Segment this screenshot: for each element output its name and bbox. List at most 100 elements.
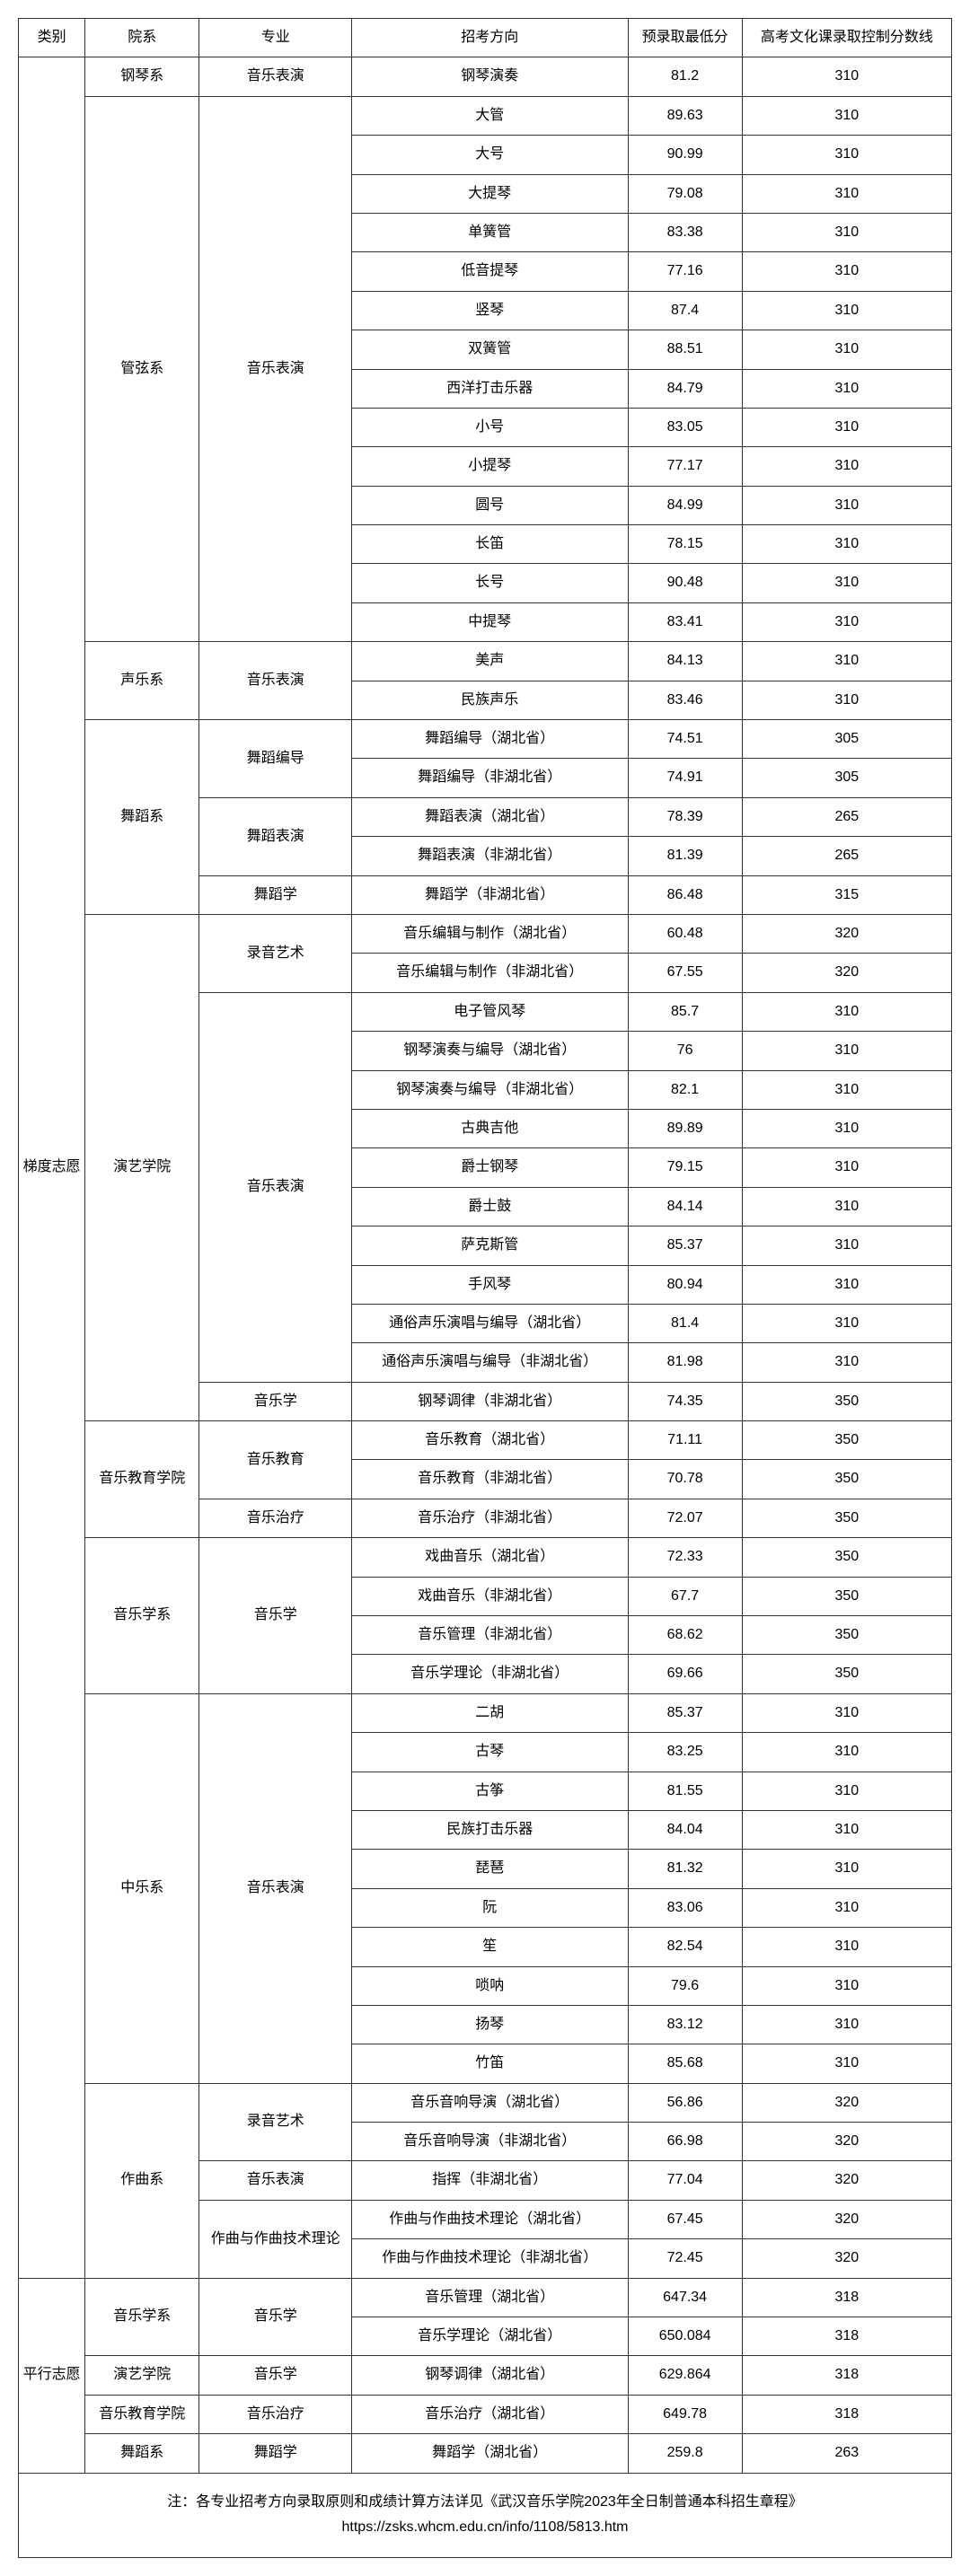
min-score-cell: 77.04 (628, 2161, 742, 2200)
direction-cell: 音乐治疗（非湖北省） (352, 1499, 628, 1537)
direction-cell: 爵士鼓 (352, 1187, 628, 1226)
min-score-cell: 84.99 (628, 486, 742, 524)
min-score-cell: 78.15 (628, 525, 742, 564)
min-score-cell: 88.51 (628, 330, 742, 369)
table-row: 舞蹈系舞蹈编导舞蹈编导（湖北省）74.51305 (19, 720, 952, 759)
major-cell: 音乐学 (199, 1538, 352, 1694)
min-score-cell: 66.98 (628, 2123, 742, 2161)
direction-cell: 民族声乐 (352, 681, 628, 719)
min-score-cell: 82.1 (628, 1070, 742, 1109)
min-score-cell: 647.34 (628, 2278, 742, 2317)
culture-line-cell: 310 (742, 642, 951, 681)
direction-cell: 古琴 (352, 1733, 628, 1772)
culture-line-cell: 310 (742, 57, 951, 96)
min-score-cell: 83.41 (628, 602, 742, 641)
table-row: 中乐系音乐表演二胡85.37310 (19, 1693, 952, 1732)
culture-line-cell: 310 (742, 1772, 951, 1810)
direction-cell: 舞蹈学（非湖北省） (352, 875, 628, 914)
department-cell: 钢琴系 (85, 57, 199, 96)
min-score-cell: 90.48 (628, 564, 742, 602)
direction-cell: 音乐教育（湖北省） (352, 1421, 628, 1460)
culture-line-cell: 310 (742, 525, 951, 564)
culture-line-cell: 310 (742, 1693, 951, 1732)
min-score-cell: 74.51 (628, 720, 742, 759)
min-score-cell: 77.16 (628, 252, 742, 291)
min-score-cell: 74.35 (628, 1382, 742, 1420)
major-cell: 录音艺术 (199, 2083, 352, 2161)
direction-cell: 中提琴 (352, 602, 628, 641)
culture-line-cell: 315 (742, 875, 951, 914)
major-cell: 音乐表演 (199, 642, 352, 720)
min-score-cell: 78.39 (628, 797, 742, 836)
direction-cell: 通俗声乐演唱与编导（湖北省） (352, 1304, 628, 1342)
min-score-cell: 72.33 (628, 1538, 742, 1577)
culture-line-cell: 310 (742, 330, 951, 369)
direction-cell: 爵士钢琴 (352, 1148, 628, 1187)
direction-cell: 大管 (352, 96, 628, 135)
culture-line-cell: 310 (742, 1187, 951, 1226)
min-score-cell: 84.79 (628, 369, 742, 408)
min-score-cell: 89.89 (628, 1109, 742, 1147)
min-score-cell: 90.99 (628, 136, 742, 174)
direction-cell: 音乐教育（非湖北省） (352, 1460, 628, 1499)
culture-line-cell: 310 (742, 2005, 951, 2044)
direction-cell: 小号 (352, 408, 628, 446)
min-score-cell: 79.6 (628, 1966, 742, 2005)
culture-line-cell: 265 (742, 837, 951, 875)
direction-cell: 戏曲音乐（湖北省） (352, 1538, 628, 1577)
direction-cell: 萨克斯管 (352, 1226, 628, 1265)
min-score-cell: 56.86 (628, 2083, 742, 2122)
culture-line-cell: 310 (742, 408, 951, 446)
direction-cell: 音乐编辑与制作（非湖北省） (352, 954, 628, 992)
header-department: 院系 (85, 19, 199, 57)
min-score-cell: 80.94 (628, 1265, 742, 1304)
department-cell: 作曲系 (85, 2083, 199, 2278)
category-cell: 梯度志愿 (19, 57, 85, 2278)
culture-line-cell: 310 (742, 1810, 951, 1849)
min-score-cell: 71.11 (628, 1421, 742, 1460)
direction-cell: 笙 (352, 1928, 628, 1966)
min-score-cell: 85.68 (628, 2044, 742, 2083)
header-major: 专业 (199, 19, 352, 57)
direction-cell: 音乐音响导演（非湖北省） (352, 2123, 628, 2161)
direction-cell: 二胡 (352, 1693, 628, 1732)
culture-line-cell: 310 (742, 1032, 951, 1070)
direction-cell: 音乐编辑与制作（湖北省） (352, 914, 628, 953)
min-score-cell: 81.39 (628, 837, 742, 875)
major-cell: 音乐表演 (199, 992, 352, 1382)
major-cell: 音乐治疗 (199, 2395, 352, 2433)
min-score-cell: 69.66 (628, 1655, 742, 1693)
min-score-cell: 77.17 (628, 447, 742, 486)
min-score-cell: 79.15 (628, 1148, 742, 1187)
direction-cell: 音乐管理（湖北省） (352, 2278, 628, 2317)
min-score-cell: 649.78 (628, 2395, 742, 2433)
min-score-cell: 84.14 (628, 1187, 742, 1226)
direction-cell: 钢琴演奏与编导（非湖北省） (352, 1070, 628, 1109)
direction-cell: 单簧管 (352, 213, 628, 251)
direction-cell: 舞蹈表演（湖北省） (352, 797, 628, 836)
min-score-cell: 84.04 (628, 1810, 742, 1849)
direction-cell: 通俗声乐演唱与编导（非湖北省） (352, 1343, 628, 1382)
major-cell: 音乐学 (199, 2356, 352, 2395)
min-score-cell: 81.2 (628, 57, 742, 96)
culture-line-cell: 350 (742, 1421, 951, 1460)
table-row: 管弦系音乐表演大管89.63310 (19, 96, 952, 135)
department-cell: 管弦系 (85, 96, 199, 641)
header-min-score: 预录取最低分 (628, 19, 742, 57)
direction-cell: 竹笛 (352, 2044, 628, 2083)
min-score-cell: 76 (628, 1032, 742, 1070)
table-row: 作曲系录音艺术音乐音响导演（湖北省）56.86320 (19, 2083, 952, 2122)
min-score-cell: 85.7 (628, 992, 742, 1031)
department-cell: 演艺学院 (85, 2356, 199, 2395)
direction-cell: 古筝 (352, 1772, 628, 1810)
min-score-cell: 83.06 (628, 1888, 742, 1927)
culture-line-cell: 310 (742, 252, 951, 291)
major-cell: 音乐学 (199, 1382, 352, 1420)
table-row: 梯度志愿钢琴系音乐表演钢琴演奏81.2310 (19, 57, 952, 96)
culture-line-cell: 310 (742, 602, 951, 641)
direction-cell: 阮 (352, 1888, 628, 1927)
major-cell: 舞蹈编导 (199, 720, 352, 798)
direction-cell: 美声 (352, 642, 628, 681)
direction-cell: 指挥（非湖北省） (352, 2161, 628, 2200)
table-row: 音乐教育学院音乐教育音乐教育（湖北省）71.11350 (19, 1421, 952, 1460)
